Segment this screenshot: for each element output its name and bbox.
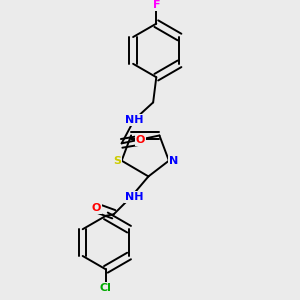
Text: O: O	[136, 135, 145, 145]
Text: F: F	[153, 0, 160, 10]
Text: NH: NH	[125, 115, 143, 125]
Text: S: S	[113, 156, 121, 166]
Text: O: O	[92, 203, 101, 213]
Text: N: N	[169, 156, 178, 166]
Text: Cl: Cl	[100, 283, 112, 293]
Text: NH: NH	[125, 192, 143, 202]
